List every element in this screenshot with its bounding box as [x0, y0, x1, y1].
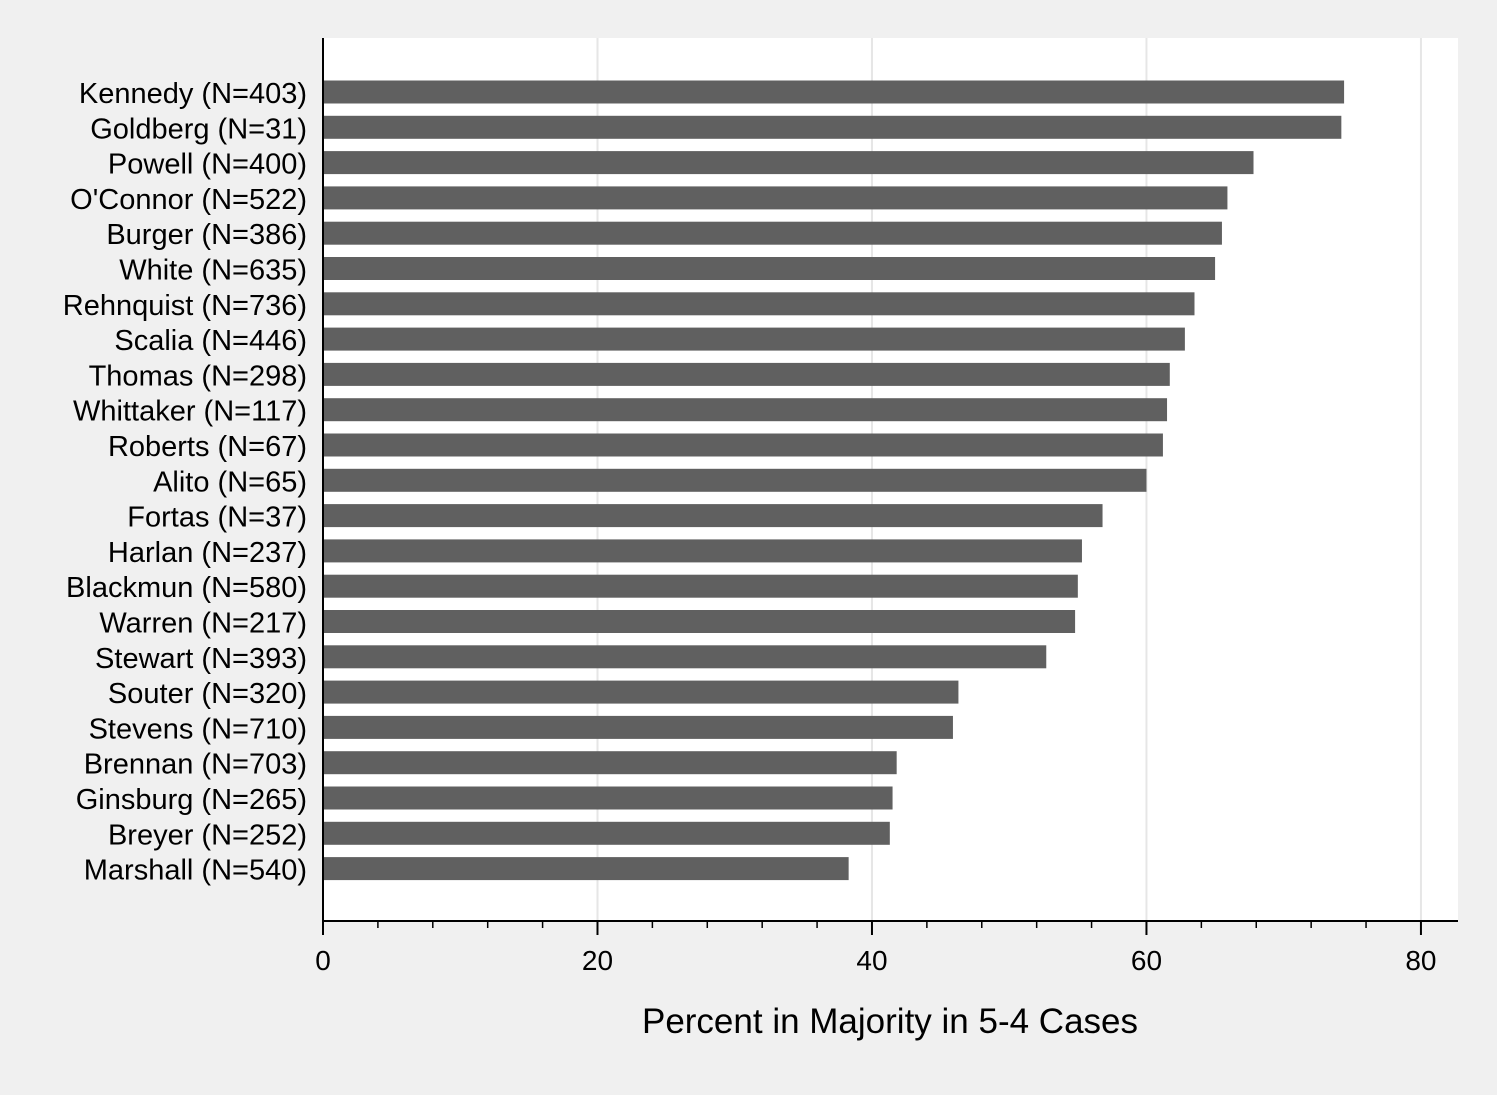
category-label: Harlan (N=237) — [108, 537, 307, 569]
x-tick-label: 40 — [856, 945, 887, 976]
bar-harlan — [323, 539, 1082, 563]
bar-warren — [323, 610, 1076, 633]
x-axis-title: Percent in Majority in 5-4 Cases — [642, 1002, 1138, 1041]
category-label: Ginsburg (N=265) — [76, 784, 307, 816]
bar-ginsburg — [323, 786, 893, 810]
x-ticks: 0 20 40 60 80 — [315, 921, 1437, 976]
category-label: Alito (N=65) — [153, 466, 307, 498]
category-label: Thomas (N=298) — [89, 360, 307, 392]
x-tick-label: 80 — [1405, 945, 1436, 976]
category-label: Blackmun (N=580) — [66, 572, 307, 604]
bar-goldberg — [323, 115, 1342, 139]
category-label: Souter (N=320) — [108, 678, 307, 710]
category-label: Rehnquist (N=736) — [63, 290, 307, 322]
bar-souter — [323, 680, 959, 704]
x-tick-label: 0 — [315, 945, 331, 976]
bar-brennan — [323, 751, 897, 775]
bar-stewart — [323, 645, 1047, 669]
category-label: Scalia (N=446) — [114, 325, 307, 357]
category-label: White (N=635) — [119, 255, 307, 287]
bar-breyer — [323, 821, 890, 845]
category-label: Whittaker (N=117) — [73, 396, 307, 428]
x-tick-label: 20 — [582, 945, 613, 976]
category-label: Roberts (N=67) — [108, 431, 307, 463]
category-label: O'Connor (N=522) — [70, 184, 307, 216]
category-label: Stevens (N=710) — [89, 713, 307, 745]
category-label: Breyer (N=252) — [108, 819, 307, 851]
bars — [323, 80, 1345, 881]
category-label: Goldberg (N=31) — [90, 113, 307, 145]
bar-blackmun — [323, 574, 1078, 598]
bar-rehnquist — [323, 292, 1195, 316]
bar-powell — [323, 151, 1254, 175]
bar-marshall — [323, 857, 849, 881]
category-label: Burger (N=386) — [106, 219, 307, 251]
category-label: Stewart (N=393) — [95, 643, 307, 675]
category-label: Brennan (N=703) — [84, 749, 307, 781]
category-label: Powell (N=400) — [108, 149, 307, 181]
bar-burger — [323, 221, 1222, 245]
axes — [322, 38, 1458, 922]
bar-scalia — [323, 327, 1185, 351]
bar-alito — [323, 468, 1147, 492]
bar-whittaker — [323, 398, 1168, 422]
x-tick-label: 60 — [1131, 945, 1162, 976]
bar-stevens — [323, 715, 953, 739]
bar-white — [323, 257, 1216, 280]
category-label: Marshall (N=540) — [84, 855, 307, 887]
bar-oconnor — [323, 186, 1228, 210]
bar-thomas — [323, 362, 1170, 386]
category-label: Fortas (N=37) — [127, 502, 307, 534]
category-label: Warren (N=217) — [99, 608, 307, 640]
category-labels: Kennedy (N=403)Goldberg (N=31) Powell (N=… — [63, 78, 307, 887]
bar-kennedy — [323, 80, 1345, 104]
bar-roberts — [323, 433, 1163, 457]
category-label: Kennedy (N=403) — [79, 78, 307, 110]
bar-fortas — [323, 504, 1103, 528]
